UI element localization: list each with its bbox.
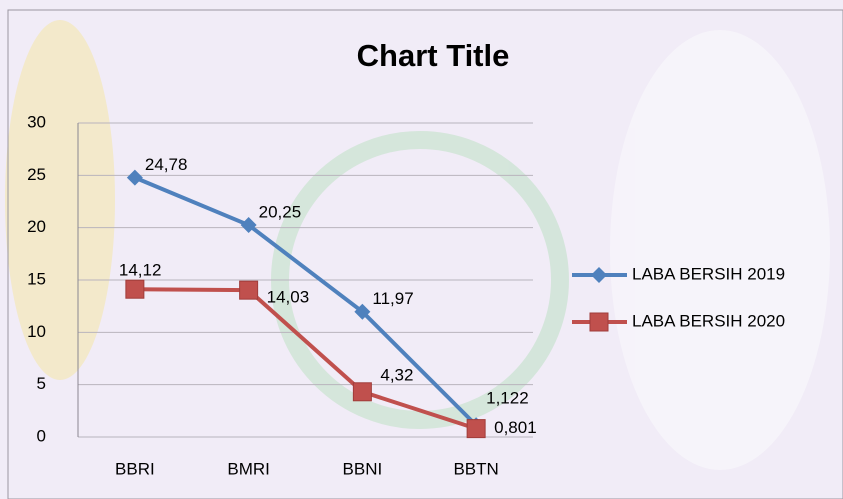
marker: [591, 267, 607, 283]
marker: [467, 420, 485, 438]
data-label: 14,12: [119, 261, 162, 280]
x-tick-label: BBNI: [343, 459, 383, 478]
y-tick-label: 10: [27, 322, 46, 341]
chart: Chart Title 0 5 10 15 20 25 30 BBRI BMRI BBNI BBTN…: [0, 0, 843, 499]
data-label: 24,78: [145, 155, 188, 174]
x-tick-label: BBTN: [453, 459, 498, 478]
chart-title: Chart Title: [357, 38, 510, 73]
legend-label: LABA BERSIH 2020: [632, 311, 785, 330]
x-tick-label: BMRI: [227, 459, 270, 478]
data-label: 20,25: [259, 203, 302, 222]
data-label: 11,97: [372, 289, 413, 308]
y-tick-label: 20: [27, 217, 46, 236]
legend-label: LABA BERSIH 2019: [632, 264, 785, 283]
data-label: 1,122: [486, 389, 529, 408]
background-decor: [5, 20, 830, 470]
x-tick-label: BBRI: [115, 459, 155, 478]
marker: [590, 313, 608, 331]
y-tick-label: 5: [37, 374, 46, 393]
marker: [127, 170, 143, 186]
y-tick-label: 0: [37, 426, 46, 445]
marker: [240, 281, 258, 299]
y-tick-label: 25: [27, 165, 46, 184]
data-label: 0,801: [494, 418, 537, 437]
y-tick-label: 30: [27, 112, 46, 131]
data-label: 14,03: [267, 288, 310, 307]
marker: [126, 280, 144, 298]
data-label: 4,32: [380, 365, 413, 384]
y-tick-label: 15: [27, 269, 46, 288]
marker: [353, 383, 371, 401]
